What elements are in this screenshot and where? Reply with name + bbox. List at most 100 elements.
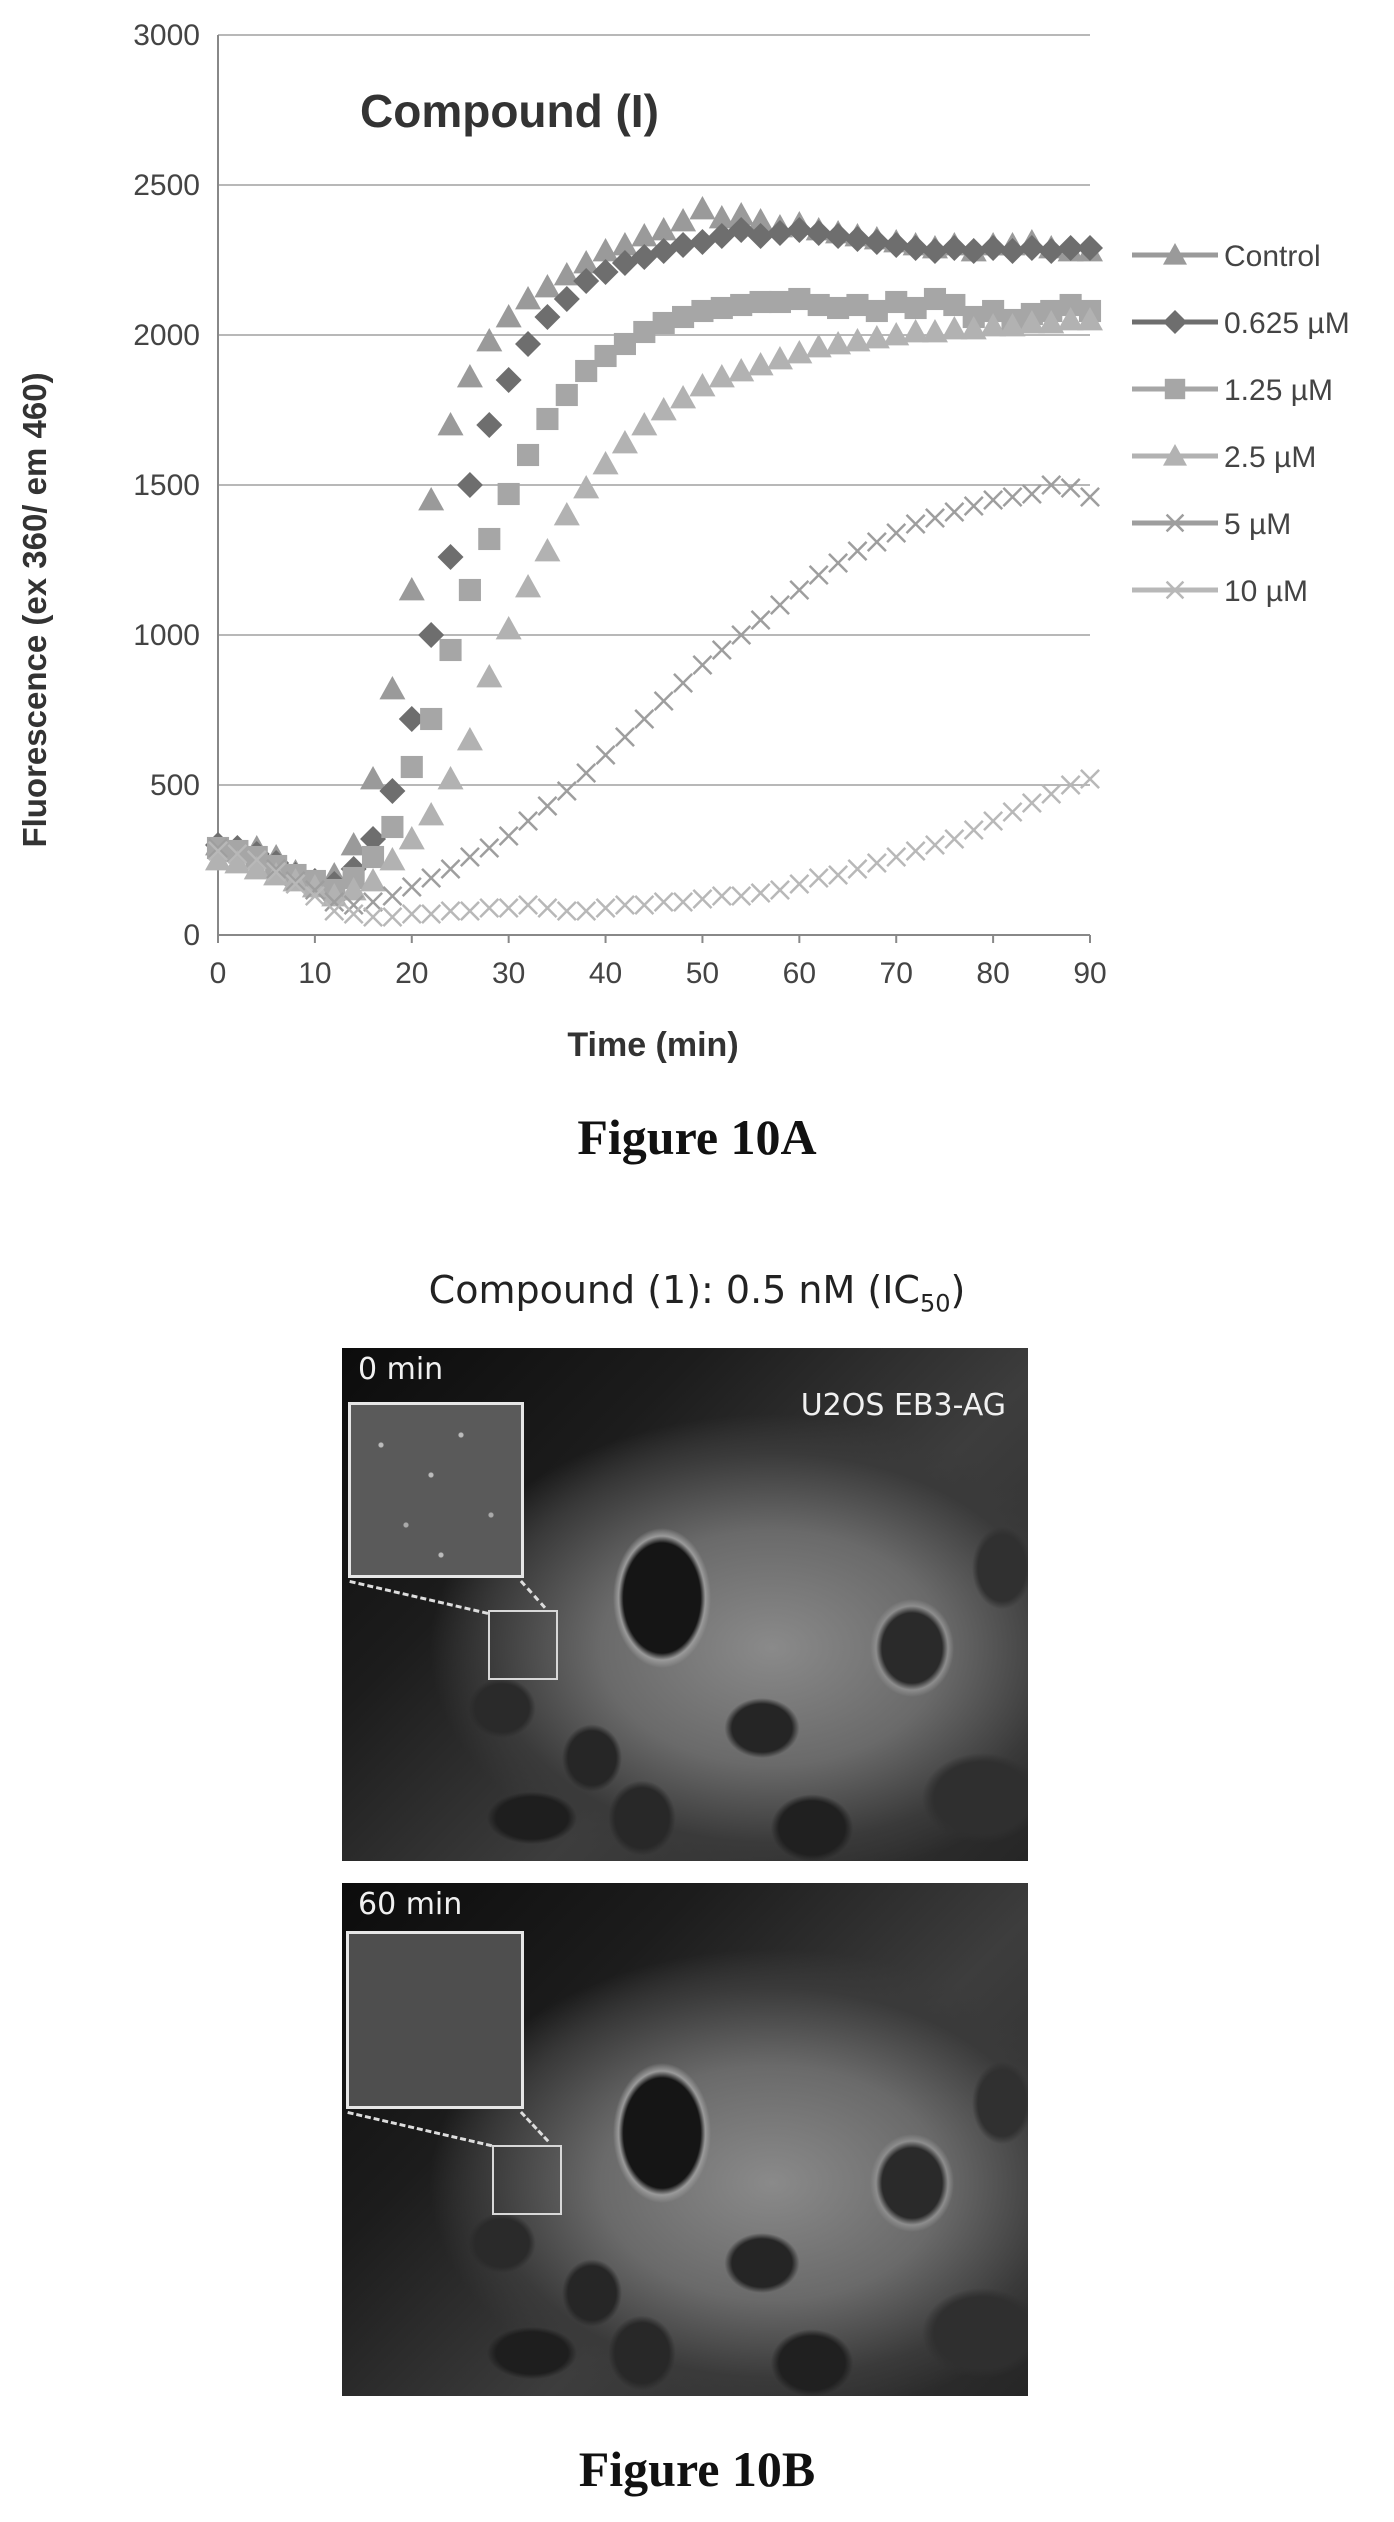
- data-point: [1060, 478, 1081, 498]
- data-point: [847, 859, 868, 879]
- data-point: [536, 407, 559, 431]
- data-point: [479, 838, 500, 858]
- data-point: [689, 196, 716, 220]
- data-point: [518, 811, 539, 831]
- data-point: [360, 868, 387, 892]
- legend-label: 0.625 µM: [1224, 307, 1350, 340]
- data-point: [1041, 475, 1062, 495]
- data-point: [361, 845, 385, 869]
- data-point: [1059, 293, 1082, 317]
- data-point: [941, 235, 968, 261]
- microscopy-panel-60min: 60 min: [342, 1883, 1028, 2396]
- data-point: [789, 874, 810, 894]
- data-point: [866, 532, 887, 552]
- data-point: [437, 544, 464, 570]
- data-point: [847, 541, 868, 561]
- data-point: [576, 901, 597, 921]
- data-point: [534, 538, 561, 562]
- panel-time-label: 0 min: [358, 1352, 444, 1387]
- data-point: [766, 346, 793, 370]
- data-point: [750, 610, 771, 630]
- data-point: [1041, 784, 1062, 804]
- region-of-interest-box: [488, 1610, 558, 1680]
- y-tick-label: 1000: [133, 619, 200, 652]
- data-point: [866, 853, 887, 873]
- data-point: [805, 334, 832, 358]
- figure-a-caption: Figure 10A: [577, 1109, 817, 1165]
- legend-label: 5 µM: [1224, 508, 1291, 541]
- data-point: [828, 865, 849, 885]
- legend-marker: [1165, 580, 1185, 600]
- data-point: [381, 815, 404, 839]
- y-tick-label: 0: [183, 919, 200, 952]
- series-2: [206, 287, 1102, 902]
- data-point: [924, 835, 945, 855]
- data-point: [401, 904, 422, 924]
- data-point: [246, 850, 267, 870]
- x-tick-label: 0: [210, 957, 227, 990]
- data-point: [983, 811, 1004, 831]
- legend-marker: [1163, 243, 1187, 265]
- data-point: [266, 862, 287, 882]
- data-point: [828, 553, 849, 573]
- data-point: [1057, 307, 1084, 331]
- data-point: [459, 847, 480, 867]
- data-point: [1002, 487, 1023, 507]
- data-point: [673, 892, 694, 912]
- data-point: [379, 847, 406, 871]
- series-5: [208, 769, 1100, 927]
- series-4: [208, 475, 1100, 915]
- data-point: [786, 217, 813, 243]
- data-point: [710, 296, 733, 320]
- data-point: [730, 293, 753, 317]
- data-point: [673, 673, 694, 693]
- data-point: [1002, 802, 1023, 822]
- data-point: [498, 898, 519, 918]
- data-point: [691, 299, 714, 323]
- data-point: [807, 293, 830, 317]
- data-point: [653, 691, 674, 711]
- data-point: [592, 451, 619, 475]
- data-point: [340, 877, 367, 901]
- data-point: [243, 856, 270, 880]
- data-point: [634, 895, 655, 915]
- data-point: [379, 676, 406, 700]
- series-0: [205, 196, 1103, 892]
- y-tick-label: 3000: [133, 19, 200, 52]
- data-point: [808, 868, 829, 888]
- data-point: [301, 874, 328, 898]
- data-point: [883, 322, 910, 346]
- data-point: [324, 892, 345, 912]
- data-point: [382, 886, 403, 906]
- data-point: [592, 238, 619, 262]
- chart-title: Compound (I): [360, 85, 659, 137]
- data-point: [224, 850, 251, 874]
- data-point: [1038, 238, 1065, 264]
- data-point: [398, 706, 425, 732]
- data-point: [747, 223, 774, 249]
- data-point: [478, 527, 501, 551]
- data-point: [963, 820, 984, 840]
- data-point: [670, 208, 697, 232]
- data-point: [747, 208, 774, 232]
- data-point: [999, 238, 1026, 264]
- data-point: [208, 841, 228, 861]
- data-point: [670, 385, 697, 409]
- data-point: [456, 364, 483, 388]
- data-point: [611, 430, 638, 454]
- data-point: [902, 319, 929, 343]
- data-point: [516, 443, 540, 467]
- data-point: [553, 286, 580, 312]
- data-point: [1077, 307, 1103, 331]
- data-point: [747, 352, 774, 376]
- data-point: [863, 229, 890, 255]
- data-point: [902, 235, 929, 261]
- data-point: [479, 898, 500, 918]
- data-point: [689, 229, 716, 255]
- data-point: [205, 847, 231, 871]
- x-tick-label: 10: [298, 957, 331, 990]
- microscopy-panel-0min: 0 min U2OS EB3-AG: [342, 1348, 1028, 1861]
- data-point: [343, 895, 364, 915]
- data-point: [439, 638, 462, 662]
- data-point: [650, 397, 677, 421]
